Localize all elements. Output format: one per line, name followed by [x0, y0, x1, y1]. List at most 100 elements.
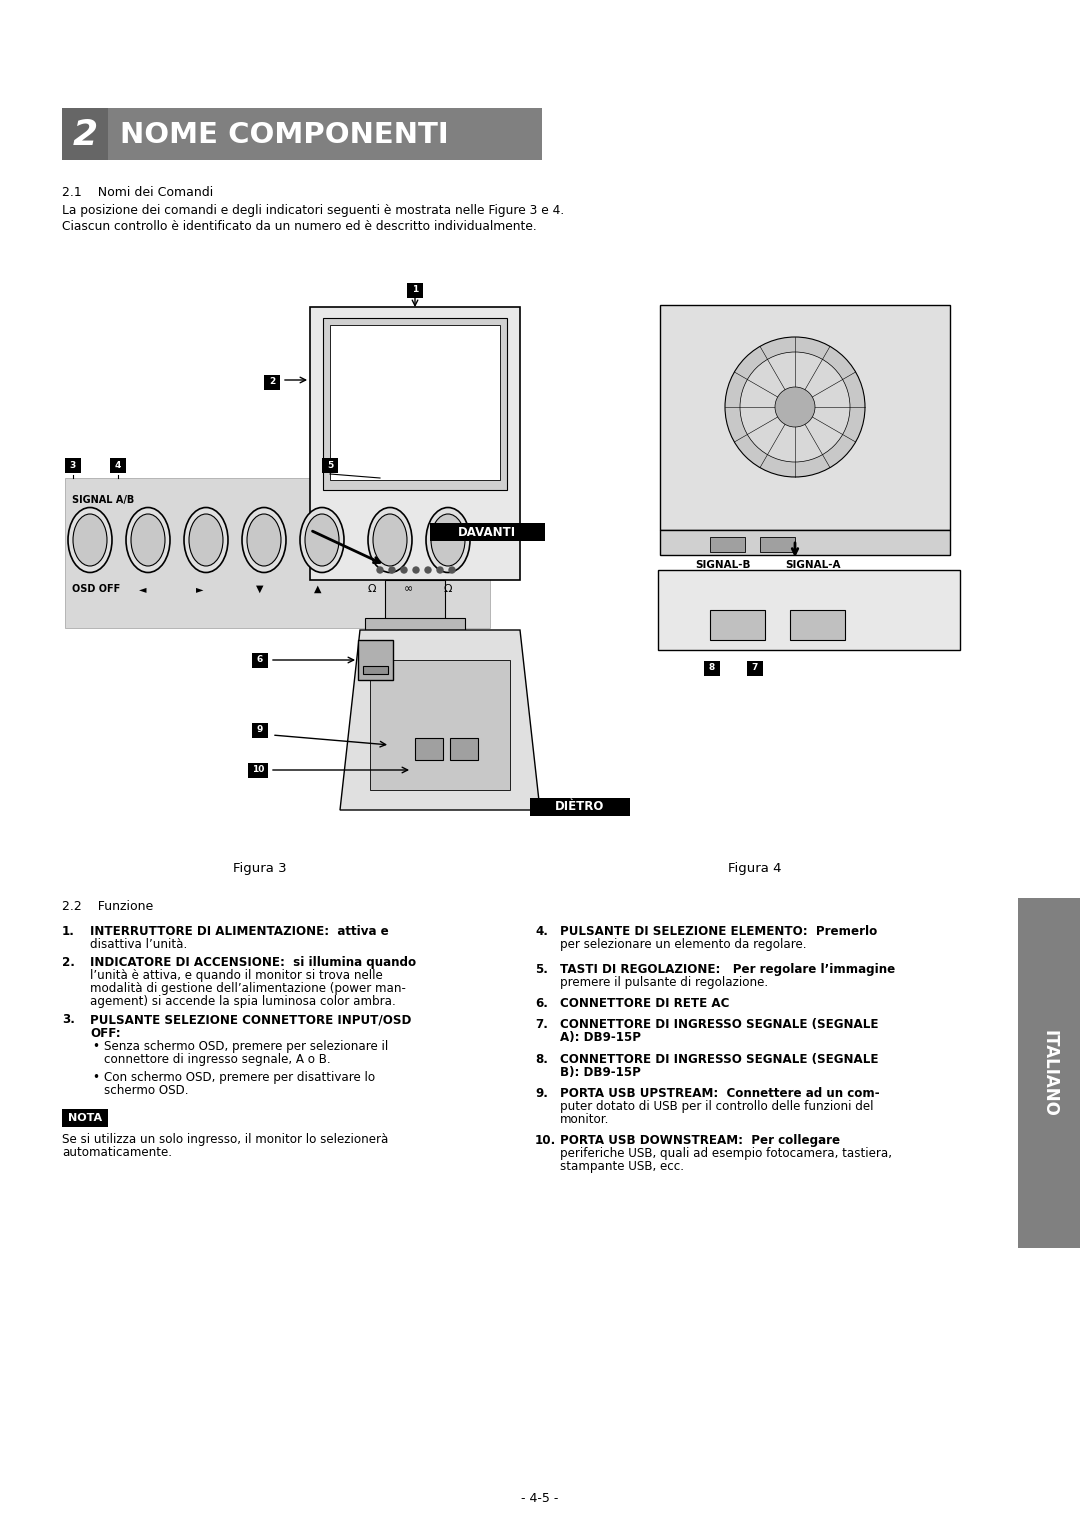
Text: 7.: 7.	[535, 1018, 548, 1031]
Text: premere il pulsante di regolazione.: premere il pulsante di regolazione.	[561, 976, 768, 989]
Bar	[450, 738, 478, 759]
Text: 2.1    Nomi dei Comandi: 2.1 Nomi dei Comandi	[62, 186, 213, 199]
Text: puter dotato di USB per il controllo delle funzioni del: puter dotato di USB per il controllo del…	[561, 1100, 874, 1112]
Text: 10.: 10.	[535, 1134, 556, 1148]
Circle shape	[377, 567, 383, 573]
Text: PULSANTE DI SELEZIONE ELEMENTO:  Premerlo: PULSANTE DI SELEZIONE ELEMENTO: Premerlo	[561, 924, 877, 938]
Text: per selezionare un elemento da regolare.: per selezionare un elemento da regolare.	[561, 938, 807, 950]
Ellipse shape	[426, 507, 470, 573]
Text: 2.2    Funzione: 2.2 Funzione	[62, 900, 153, 914]
Text: 3.: 3.	[62, 1013, 75, 1027]
Circle shape	[401, 567, 407, 573]
Polygon shape	[340, 630, 540, 810]
Text: Figura 4: Figura 4	[728, 862, 782, 876]
Text: OSD OFF: OSD OFF	[72, 584, 120, 594]
Ellipse shape	[305, 513, 339, 565]
Text: SIGNAL-A: SIGNAL-A	[785, 559, 840, 570]
Text: •: •	[92, 1071, 99, 1083]
Text: PORTA USB DOWNSTREAM:  Per collegare: PORTA USB DOWNSTREAM: Per collegare	[561, 1134, 840, 1148]
Ellipse shape	[247, 513, 281, 565]
Bar	[747, 660, 762, 675]
Bar	[110, 457, 126, 472]
Ellipse shape	[431, 513, 465, 565]
Text: Con schermo OSD, premere per disattivare lo: Con schermo OSD, premere per disattivare…	[104, 1071, 375, 1083]
Text: 7: 7	[752, 663, 758, 672]
Text: TASTI DI REGOLAZIONE:   Per regolare l’immagine: TASTI DI REGOLAZIONE: Per regolare l’imm…	[561, 963, 895, 976]
Bar	[264, 374, 280, 390]
Ellipse shape	[368, 507, 411, 573]
Bar	[658, 570, 960, 649]
Bar	[710, 610, 765, 640]
Text: CONNETTORE DI INGRESSO SEGNALE (SEGNALE: CONNETTORE DI INGRESSO SEGNALE (SEGNALE	[561, 1053, 878, 1065]
Text: 2: 2	[269, 377, 275, 387]
Circle shape	[725, 338, 865, 477]
Ellipse shape	[73, 513, 107, 565]
Ellipse shape	[242, 507, 286, 573]
Text: 8: 8	[708, 663, 715, 672]
Bar	[789, 610, 845, 640]
Text: Figura 3: Figura 3	[233, 862, 287, 876]
Circle shape	[426, 567, 431, 573]
Text: PORTA USB UPSTREAM:  Connettere ad un com-: PORTA USB UPSTREAM: Connettere ad un com…	[561, 1086, 879, 1100]
Text: monitor.: monitor.	[561, 1112, 609, 1126]
Text: ITALIANO: ITALIANO	[1040, 1030, 1058, 1117]
Text: SIGNAL A/B: SIGNAL A/B	[72, 495, 134, 504]
Ellipse shape	[189, 513, 222, 565]
Bar	[252, 652, 268, 668]
Text: 3: 3	[70, 460, 76, 469]
Bar	[65, 478, 490, 628]
Bar	[407, 283, 423, 298]
Ellipse shape	[68, 507, 112, 573]
Text: 2: 2	[72, 118, 97, 151]
Ellipse shape	[184, 507, 228, 573]
Text: DIÈTRO: DIÈTRO	[555, 801, 605, 813]
Bar	[357, 640, 393, 680]
Text: periferiche USB, quali ad esempio fotocamera, tastiera,: periferiche USB, quali ad esempio fotoca…	[561, 1148, 892, 1160]
Circle shape	[389, 567, 395, 573]
Text: ►: ►	[197, 584, 204, 594]
Text: NOTA: NOTA	[68, 1112, 103, 1123]
Bar	[660, 530, 950, 555]
Text: DAVANTI: DAVANTI	[458, 526, 516, 538]
Text: SIGNAL-B: SIGNAL-B	[696, 559, 751, 570]
Text: schermo OSD.: schermo OSD.	[104, 1083, 189, 1097]
Text: 6.: 6.	[535, 998, 548, 1010]
Text: stampante USB, ecc.: stampante USB, ecc.	[561, 1160, 684, 1174]
Bar	[363, 666, 388, 674]
Text: connettore di ingresso segnale, A o B.: connettore di ingresso segnale, A o B.	[104, 1053, 330, 1065]
Text: ∞: ∞	[403, 584, 413, 594]
Bar	[322, 457, 338, 472]
Ellipse shape	[300, 507, 345, 573]
Circle shape	[775, 387, 815, 426]
Text: CONNETTORE DI INGRESSO SEGNALE (SEGNALE: CONNETTORE DI INGRESSO SEGNALE (SEGNALE	[561, 1018, 878, 1031]
Text: INDICATORE DI ACCENSIONE:  si illumina quando: INDICATORE DI ACCENSIONE: si illumina qu…	[90, 957, 416, 969]
Bar	[1018, 898, 1080, 1248]
Text: Se si utilizza un solo ingresso, il monitor lo selezionerà: Se si utilizza un solo ingresso, il moni…	[62, 1132, 389, 1146]
Text: Ω: Ω	[444, 584, 453, 594]
Ellipse shape	[373, 513, 407, 565]
Bar	[323, 318, 507, 490]
Text: ◄: ◄	[139, 584, 147, 594]
Text: 9.: 9.	[535, 1086, 548, 1100]
Text: OFF:: OFF:	[90, 1027, 121, 1039]
Bar	[310, 307, 519, 581]
Text: CONNETTORE DI RETE AC: CONNETTORE DI RETE AC	[561, 998, 729, 1010]
Bar	[330, 325, 500, 480]
Bar	[370, 660, 510, 790]
Circle shape	[413, 567, 419, 573]
Text: automaticamente.: automaticamente.	[62, 1146, 172, 1158]
Bar	[65, 457, 81, 472]
Bar	[62, 108, 542, 160]
Text: 1: 1	[411, 286, 418, 295]
Bar	[384, 581, 445, 620]
Text: B): DB9-15P: B): DB9-15P	[561, 1065, 640, 1079]
Text: 2.: 2.	[62, 957, 75, 969]
Text: A): DB9-15P: A): DB9-15P	[561, 1031, 642, 1045]
Circle shape	[740, 351, 850, 461]
Bar	[530, 798, 630, 816]
Text: Ciascun controllo è identificato da un numero ed è descritto individualmente.: Ciascun controllo è identificato da un n…	[62, 220, 537, 232]
Bar	[248, 762, 268, 778]
Text: INTERRUTTORE DI ALIMENTAZIONE:  attiva e: INTERRUTTORE DI ALIMENTAZIONE: attiva e	[90, 924, 389, 938]
Text: agement) si accende la spia luminosa color ambra.: agement) si accende la spia luminosa col…	[90, 995, 395, 1008]
Text: 5.: 5.	[535, 963, 548, 976]
